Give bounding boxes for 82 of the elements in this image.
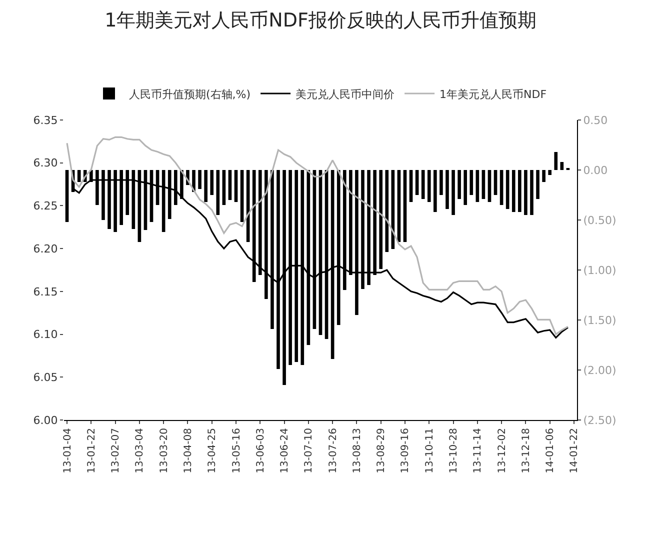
y-tick-label: 6.10 (33, 328, 58, 342)
x-tick-label: 13-11-14 (472, 428, 484, 474)
bar (476, 170, 480, 202)
x-tick-label: 13-10-11 (424, 428, 436, 474)
bar (500, 170, 504, 205)
x-tick-label: 13-01-04 (62, 428, 74, 474)
bar (560, 162, 564, 170)
x-tick-label: 13-03-20 (158, 428, 170, 474)
y-tick-label: 6.25 (33, 200, 58, 213)
bar (542, 170, 546, 182)
y2-tick-label: (1.00) (583, 264, 616, 277)
bar (446, 170, 449, 209)
bar (198, 170, 202, 189)
x-tick-label: 13-08-29 (376, 428, 388, 474)
x-tick-label: 13-07-10 (304, 428, 315, 474)
x-tick-label: 14-01-22 (569, 428, 580, 474)
bar (554, 152, 558, 170)
bar (434, 170, 437, 212)
bar (494, 170, 498, 195)
bar (379, 170, 383, 269)
bar (77, 170, 81, 182)
bar (204, 170, 208, 202)
bar (488, 170, 492, 202)
legend-label: 美元兑人民币中间价 (296, 88, 395, 101)
x-tick-label: 13-07-26 (328, 428, 339, 474)
bar (518, 170, 522, 212)
x-tick-label: 13-03-04 (134, 428, 146, 474)
x-tick-label: 13-06-03 (255, 428, 266, 474)
bar (222, 170, 226, 205)
bar (228, 170, 232, 200)
y-tick-label: 6.15 (33, 285, 58, 298)
x-tick-label: 13-05-16 (231, 428, 242, 474)
bar (210, 170, 214, 195)
y2-tick-label: (0.50) (583, 214, 616, 227)
chart-title: 1年期美元对人民币NDF报价反映的人民币升值预期 (104, 10, 536, 32)
bar (470, 170, 474, 195)
bar (548, 170, 552, 175)
bar (409, 170, 413, 202)
bar (240, 170, 244, 222)
x-tick-label: 13-08-13 (352, 428, 363, 474)
x-tick-label: 13-06-24 (280, 428, 291, 474)
x-tick-label: 13-04-08 (182, 428, 194, 474)
x-tick-label: 14-01-06 (545, 428, 556, 474)
y2-tick-label: (1.50) (583, 314, 616, 327)
y-tick-label: 6.30 (33, 156, 58, 170)
x-tick-label: 13-02-07 (110, 428, 122, 474)
bar (216, 170, 220, 215)
x-tick-label: 13-04-25 (207, 428, 218, 474)
y2-tick-label: (2.00) (583, 364, 616, 377)
bar (440, 170, 443, 195)
y2-tick-label: (2.50) (583, 414, 616, 427)
bar (524, 170, 528, 215)
x-tick-label: 13-12-02 (496, 428, 508, 474)
bar (65, 170, 69, 222)
bar (234, 170, 238, 202)
x-tick-label: 13-12-18 (520, 428, 532, 474)
bar (530, 170, 534, 215)
line-series (66, 136, 569, 336)
bar (458, 170, 461, 199)
bar (415, 170, 419, 195)
legend-label: 人民币升值预期(右轴,%) (129, 88, 251, 101)
bar (403, 170, 407, 242)
bar (385, 170, 389, 252)
bar (482, 170, 486, 199)
x-tick-label: 13-10-28 (448, 428, 460, 474)
y-tick-label: 6.20 (33, 242, 58, 256)
bar (464, 170, 468, 205)
bar (397, 170, 401, 242)
y-tick-label: 6.05 (33, 370, 58, 384)
legend-label: 1年美元兑人民币NDF (440, 88, 547, 101)
bar (427, 170, 431, 202)
bar (512, 170, 516, 212)
bar (506, 170, 510, 209)
x-tick-label: 13-09-16 (400, 428, 412, 474)
bar (452, 170, 455, 215)
bar (421, 170, 425, 199)
y2-tick-label: 0.00 (583, 164, 608, 177)
x-tick-label: 13-01-22 (86, 428, 98, 474)
bar (536, 170, 540, 199)
y-tick-label: 6.35 (33, 114, 58, 127)
y2-tick-label: 0.50 (583, 114, 608, 127)
y-tick-label: 6.00 (33, 414, 58, 427)
